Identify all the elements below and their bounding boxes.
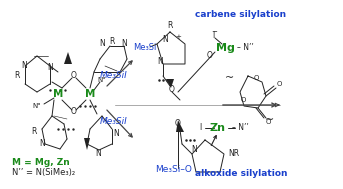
Text: O: O	[253, 75, 259, 81]
Text: N: N	[157, 57, 163, 67]
Text: Me₃Si: Me₃Si	[133, 43, 156, 51]
Text: N: N	[95, 149, 101, 159]
Text: – N’’: – N’’	[237, 43, 253, 53]
Text: O: O	[71, 71, 77, 81]
Text: I: I	[199, 123, 201, 132]
Text: N": N"	[33, 103, 41, 109]
Text: N: N	[47, 64, 53, 73]
Text: I: I	[212, 32, 214, 40]
Text: N: N	[39, 139, 45, 149]
Text: −: −	[211, 29, 217, 35]
Text: – N’’: – N’’	[232, 123, 248, 132]
Text: N: N	[99, 40, 105, 49]
Text: R: R	[109, 37, 115, 46]
Text: Mg: Mg	[215, 43, 234, 53]
Text: Me₃SiI: Me₃SiI	[100, 70, 128, 80]
Text: M: M	[53, 89, 63, 99]
Text: Me₃Si–O: Me₃Si–O	[155, 166, 192, 174]
Polygon shape	[84, 138, 90, 150]
Text: carbene silylation: carbene silylation	[195, 10, 286, 19]
Text: N": N"	[98, 77, 106, 83]
Text: O: O	[169, 84, 175, 94]
Text: NR: NR	[228, 149, 239, 159]
Text: O: O	[265, 119, 271, 125]
Text: ~: ~	[225, 73, 235, 83]
Text: O: O	[175, 119, 181, 129]
Text: O: O	[240, 97, 246, 103]
Text: ~: ~	[265, 115, 275, 125]
Text: O: O	[276, 81, 282, 87]
Text: O: O	[207, 50, 213, 60]
Text: Zn: Zn	[210, 123, 226, 133]
Polygon shape	[176, 120, 184, 132]
Text: N: N	[162, 35, 168, 43]
Text: alkoxide silylation: alkoxide silylation	[195, 169, 287, 178]
Text: N: N	[21, 61, 27, 70]
Text: N: N	[113, 129, 119, 139]
Text: N: N	[121, 40, 127, 49]
Polygon shape	[166, 79, 174, 88]
Text: M: M	[85, 89, 95, 99]
Text: R: R	[167, 22, 173, 30]
Polygon shape	[64, 52, 72, 64]
Text: N’’ = N(SiMe₃)₂: N’’ = N(SiMe₃)₂	[12, 168, 75, 177]
Text: R: R	[31, 128, 37, 136]
Text: Me₃SiI: Me₃SiI	[100, 118, 128, 126]
Text: +: +	[175, 34, 181, 40]
Text: M = Mg, Zn: M = Mg, Zn	[12, 158, 70, 167]
Text: O: O	[71, 108, 77, 116]
Text: R: R	[14, 71, 20, 81]
Text: N: N	[191, 146, 197, 154]
